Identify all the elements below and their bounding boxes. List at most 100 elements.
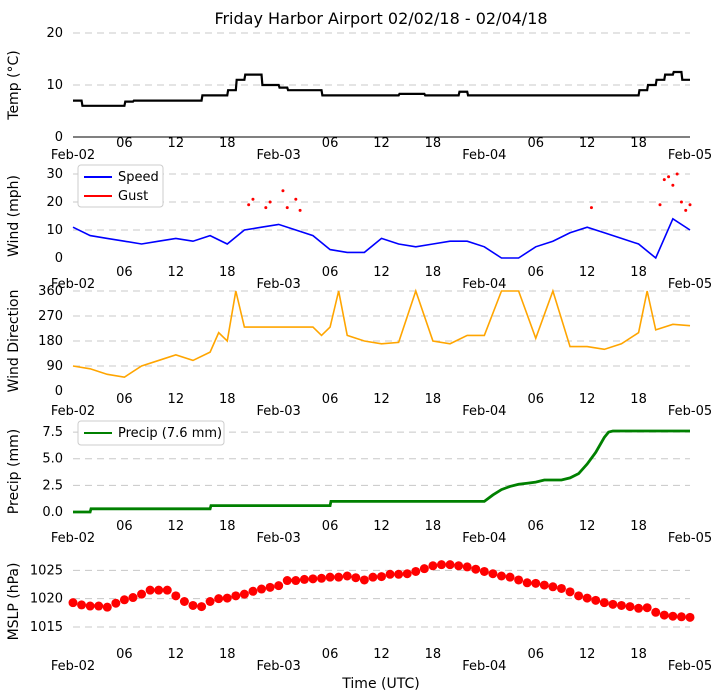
mslp-point [282, 576, 292, 586]
x-tick-label: 12 [579, 392, 596, 407]
mslp-point [394, 569, 404, 579]
x-tick-label: 18 [425, 647, 442, 662]
y-tick-label: 90 [46, 359, 63, 374]
mslp-point [454, 561, 464, 571]
direction-line [72, 288, 691, 378]
mslp-point [591, 595, 601, 605]
x-tick-label: Feb-03 [257, 659, 301, 674]
x-tick-label: 12 [373, 136, 390, 151]
mslp-point [625, 602, 635, 612]
x-tick-label: 18 [630, 647, 647, 662]
gust-point [298, 208, 302, 212]
x-tick-label: Feb-05 [668, 531, 712, 546]
y-tick-label: 20 [46, 195, 63, 210]
mslp-point [291, 576, 301, 586]
mslp-point [154, 585, 164, 595]
x-tick-label: 12 [168, 265, 185, 280]
y-tick-label: 1025 [30, 563, 63, 578]
x-tick-label: 06 [527, 136, 544, 151]
x-tick-label: 12 [168, 519, 185, 534]
y-tick-label: 30 [46, 167, 63, 182]
mslp-point [145, 585, 155, 595]
mslp-point [471, 564, 481, 574]
mslp-point [222, 593, 232, 603]
mslp-point [402, 569, 412, 579]
x-tick-label: Feb-04 [462, 148, 506, 163]
mslp-point [179, 597, 189, 606]
x-tick-label: 06 [527, 647, 544, 662]
mslp-point [334, 572, 344, 582]
mslp-point [685, 612, 695, 622]
mslp-point [436, 560, 446, 570]
x-tick-label: Feb-03 [257, 404, 301, 419]
mslp-point [574, 591, 584, 601]
gust-point [294, 197, 298, 201]
x-tick-label: 18 [219, 519, 236, 534]
mslp-point [505, 572, 515, 582]
mslp-point [419, 564, 429, 574]
panels: 0 1020 Temp (°C) Feb-02 06 12 18 Feb-03 06 12 18 Fe… [6, 26, 712, 674]
mslp-point [265, 582, 275, 592]
mslp-point [162, 585, 172, 595]
x-tick-label: Feb-05 [668, 148, 712, 163]
panel-mslp: 1015 1020 1025 MSLP (hPa) Feb-02 06 12 18 Feb-03… [6, 560, 712, 674]
mslp-point [85, 601, 95, 611]
x-tick-label: 12 [579, 647, 596, 662]
gust-point [281, 189, 285, 193]
mslp-point [479, 566, 489, 576]
x-tick-label: Feb-04 [462, 659, 506, 674]
y-axis-label: Precip (mm) [6, 429, 22, 514]
mslp-point [102, 602, 112, 612]
mslp-point [94, 601, 104, 611]
legend-label-precip: Precip (7.6 mm) [118, 426, 222, 441]
panel-temperature: 0 10 20 Temp (°C) Feb-02 06 12 18 Feb-03 06 12 18 Fe… [6, 26, 712, 163]
mslp-point [608, 599, 618, 609]
x-tick-label: Feb-02 [51, 277, 95, 292]
x-tick-label: Feb-02 [51, 404, 95, 419]
mslp-point [257, 584, 267, 594]
mslp-point [359, 575, 369, 585]
y-tick-label: 180 [38, 334, 63, 349]
x-tick-label: 12 [579, 136, 596, 151]
mslp-point [188, 600, 198, 610]
panel-wind: 0 10 20 30 Wind (mph) Feb-02 06 12 18 Feb-03 06 12 1… [6, 164, 712, 292]
y-axis-label: Temp (°C) [6, 50, 22, 120]
mslp-point [522, 578, 532, 588]
legend-box [77, 420, 225, 446]
mslp-point [531, 578, 541, 588]
mslp-point [214, 594, 224, 604]
x-tick-label: 18 [219, 136, 236, 151]
mslp-point [299, 574, 309, 584]
mslp-point [676, 612, 686, 622]
x-tick-label: 18 [630, 136, 647, 151]
y-tick-label: 0 [55, 130, 63, 145]
x-tick-label: 06 [116, 265, 133, 280]
precip-line [73, 429, 690, 514]
mslp-point [231, 591, 241, 601]
chart-title: Friday Harbor Airport 02/02/18 - 02/04/1… [214, 9, 547, 28]
mslp-point [128, 593, 138, 603]
y-tick-label: 1015 [30, 620, 63, 635]
y-tick-label: 1020 [30, 592, 63, 607]
speed-line [72, 217, 691, 260]
x-tick-label: 18 [630, 265, 647, 280]
gust-point [589, 206, 593, 210]
mslp-point [514, 575, 524, 585]
gust-point [667, 175, 671, 179]
mslp-point [539, 580, 549, 590]
mslp-point [462, 562, 472, 572]
mslp-point [197, 602, 207, 612]
gust-point [247, 203, 251, 207]
x-tick-label: 06 [527, 392, 544, 407]
mslp-point [634, 603, 644, 613]
x-tick-label: 18 [630, 392, 647, 407]
y-axis-label: Wind (mph) [6, 175, 22, 257]
mslp-point [582, 593, 592, 603]
mslp-point [274, 581, 284, 591]
y-tick-label: 0 [55, 384, 63, 399]
x-tick-label: 18 [425, 392, 442, 407]
x-tick-label: Feb-05 [668, 404, 712, 419]
x-tick-label: 06 [116, 647, 133, 662]
mslp-point [171, 591, 181, 601]
x-tick-label: Feb-04 [462, 277, 506, 292]
